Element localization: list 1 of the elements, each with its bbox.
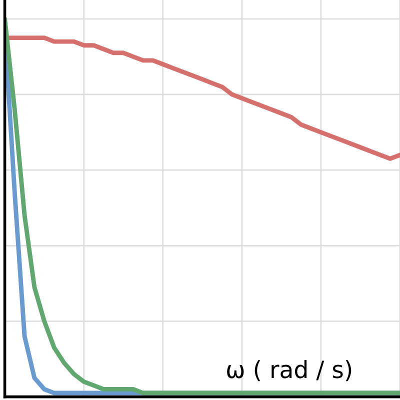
x-axis-title: ω ( rad / s) <box>227 360 352 382</box>
